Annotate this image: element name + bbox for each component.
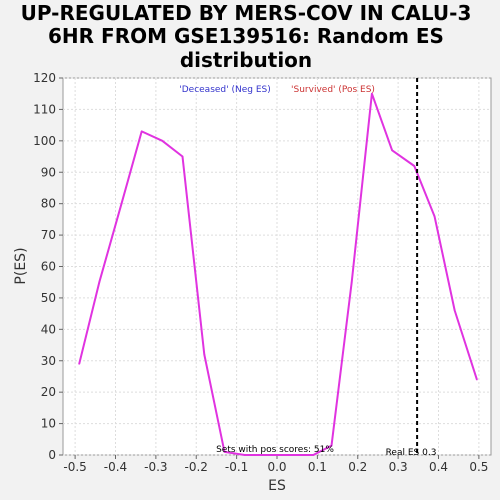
y-tick-label: 110: [33, 102, 56, 116]
x-tick-label: 0.0: [267, 460, 286, 474]
data-point: [351, 281, 353, 283]
y-tick-label: 0: [48, 448, 56, 462]
y-tick-label: 40: [41, 322, 56, 336]
pos-scores-annotation: Sets with pos scores: 51%: [216, 445, 334, 455]
x-tick-label: -0.5: [63, 460, 86, 474]
y-tick-label: 20: [41, 385, 56, 399]
y-axis-ticks: 0 10 20 30 40 50 60 70 80 90 100 110 120: [33, 71, 63, 462]
title-line-1: UP-REGULATED BY MERS-COV IN CALU-3: [21, 1, 472, 25]
x-tick-label: -0.4: [104, 460, 127, 474]
y-tick-label: 10: [41, 417, 56, 431]
y-tick-label: 100: [33, 134, 56, 148]
x-tick-label: -0.2: [185, 460, 208, 474]
data-point: [454, 310, 456, 312]
x-tick-label: 0.2: [348, 460, 367, 474]
legend-neg-es: 'Deceased' (Neg ES): [179, 85, 270, 95]
y-tick-label: 120: [33, 71, 56, 85]
data-point: [476, 379, 478, 381]
chart-title: UP-REGULATED BY MERS-COV IN CALU-3 6HR F…: [21, 1, 472, 72]
legend-pos-es: 'Survived' (Pos ES): [291, 85, 375, 95]
data-point: [162, 140, 164, 142]
y-tick-label: 80: [41, 197, 56, 211]
data-point: [99, 281, 101, 283]
data-point: [413, 165, 415, 167]
x-tick-label: 0.4: [429, 460, 448, 474]
data-point: [391, 149, 393, 151]
y-axis-label: P(ES): [13, 247, 29, 284]
data-point: [434, 215, 436, 217]
y-tick-label: 70: [41, 228, 56, 242]
real-es-label: Real ES 0.3: [386, 448, 437, 458]
x-tick-label: -0.1: [225, 460, 248, 474]
title-line-2: 6HR FROM GSE139516: Random ES: [48, 24, 444, 48]
x-tick-label: -0.3: [144, 460, 167, 474]
data-point: [78, 363, 80, 365]
x-tick-label: 0.5: [469, 460, 488, 474]
x-tick-label: 0.3: [389, 460, 408, 474]
data-point: [141, 131, 143, 133]
y-tick-label: 30: [41, 354, 56, 368]
data-point: [182, 156, 184, 158]
y-tick-label: 60: [41, 260, 56, 274]
data-point: [204, 354, 206, 356]
y-tick-label: 50: [41, 291, 56, 305]
y-tick-label: 90: [41, 165, 56, 179]
x-axis-label: ES: [268, 478, 286, 494]
x-tick-label: 0.1: [308, 460, 327, 474]
title-line-3: distribution: [180, 48, 312, 72]
data-point: [121, 203, 123, 205]
